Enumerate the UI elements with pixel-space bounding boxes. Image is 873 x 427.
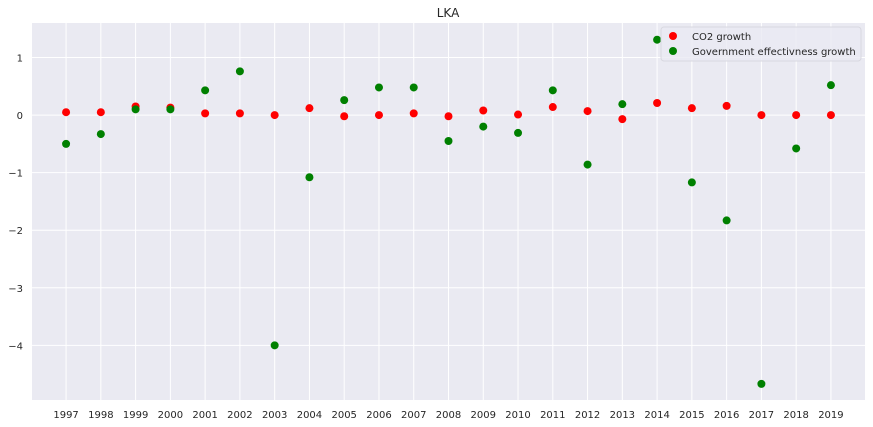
data-point [235, 109, 244, 118]
y-axis-ticks: 1 0 −1 −2 −3 −4 [8, 54, 23, 353]
data-point [618, 115, 627, 124]
x-axis-ticks: 1997 1998 1999 2000 2001 2002 2003 2004 2005 2006… [53, 410, 843, 421]
y-tick-label: −4 [8, 341, 23, 352]
gridlines [32, 23, 865, 400]
x-tick-label: 2001 [192, 410, 217, 421]
x-tick-label: 2016 [714, 410, 739, 421]
x-tick-label: 2009 [471, 410, 496, 421]
y-tick-label: 1 [17, 54, 23, 65]
legend-label-gov-effectiveness: Government effectivness growth [692, 47, 856, 58]
data-point [96, 108, 105, 117]
data-point [340, 96, 349, 105]
data-point [792, 144, 801, 153]
data-point [826, 81, 835, 90]
y-tick-label: −3 [8, 284, 23, 295]
x-tick-label: 2010 [505, 410, 530, 421]
data-point [583, 160, 592, 169]
x-tick-label: 2004 [297, 410, 322, 421]
data-point [305, 104, 314, 113]
data-point [653, 35, 662, 44]
x-tick-label: 2018 [783, 410, 808, 421]
x-tick-label: 2002 [227, 410, 252, 421]
data-point [444, 112, 453, 121]
data-point [514, 128, 523, 137]
data-point [166, 105, 175, 114]
data-point [201, 86, 210, 95]
data-point [757, 111, 766, 120]
x-tick-label: 2015 [679, 410, 704, 421]
data-point [96, 130, 105, 139]
data-point [757, 379, 766, 388]
legend-marker-co2 [669, 32, 677, 40]
legend: CO2 growth Government effectivness growt… [660, 26, 862, 62]
series-co2-growth [62, 99, 835, 124]
data-point [62, 139, 71, 148]
data-point [409, 109, 418, 118]
x-tick-label: 2017 [749, 410, 774, 421]
data-point [409, 83, 418, 92]
data-point [826, 111, 835, 120]
data-point [479, 106, 488, 115]
data-point [374, 83, 383, 92]
x-tick-label: 1998 [88, 410, 113, 421]
data-point [514, 110, 523, 119]
x-tick-label: 2011 [540, 410, 565, 421]
data-point [374, 111, 383, 120]
x-tick-label: 2012 [575, 410, 600, 421]
x-tick-label: 2014 [644, 410, 669, 421]
legend-marker-gov-effectiveness [669, 47, 677, 55]
y-tick-label: 0 [17, 111, 23, 122]
chart-title: LKA [437, 6, 460, 20]
data-point [722, 101, 731, 110]
data-point [444, 136, 453, 145]
x-tick-label: 2007 [401, 410, 426, 421]
data-points [62, 35, 835, 388]
data-point [305, 173, 314, 182]
data-point [479, 122, 488, 131]
data-point [687, 104, 696, 113]
x-tick-label: 2013 [610, 410, 635, 421]
data-point [618, 100, 627, 109]
data-point [792, 111, 801, 120]
data-point [653, 99, 662, 108]
data-point [270, 111, 279, 120]
data-point [131, 105, 140, 114]
x-tick-label: 2005 [331, 410, 356, 421]
data-point [583, 107, 592, 116]
x-tick-label: 2019 [818, 410, 843, 421]
y-tick-label: −1 [8, 169, 23, 180]
data-point [62, 108, 71, 117]
x-tick-label: 2006 [366, 410, 391, 421]
series-gov-effectiveness-growth [62, 35, 835, 388]
data-point [235, 67, 244, 76]
data-point [340, 112, 349, 121]
data-point [687, 178, 696, 187]
x-tick-label: 1997 [53, 410, 78, 421]
data-point [722, 216, 731, 225]
x-tick-label: 2000 [158, 410, 183, 421]
data-point [548, 86, 557, 95]
data-point [270, 341, 279, 350]
y-tick-label: −2 [8, 226, 23, 237]
data-point [201, 109, 210, 118]
x-tick-label: 1999 [123, 410, 148, 421]
x-tick-label: 2008 [436, 410, 461, 421]
data-point [548, 103, 557, 112]
legend-box [660, 26, 862, 62]
legend-label-co2: CO2 growth [692, 32, 751, 43]
x-tick-label: 2003 [262, 410, 287, 421]
